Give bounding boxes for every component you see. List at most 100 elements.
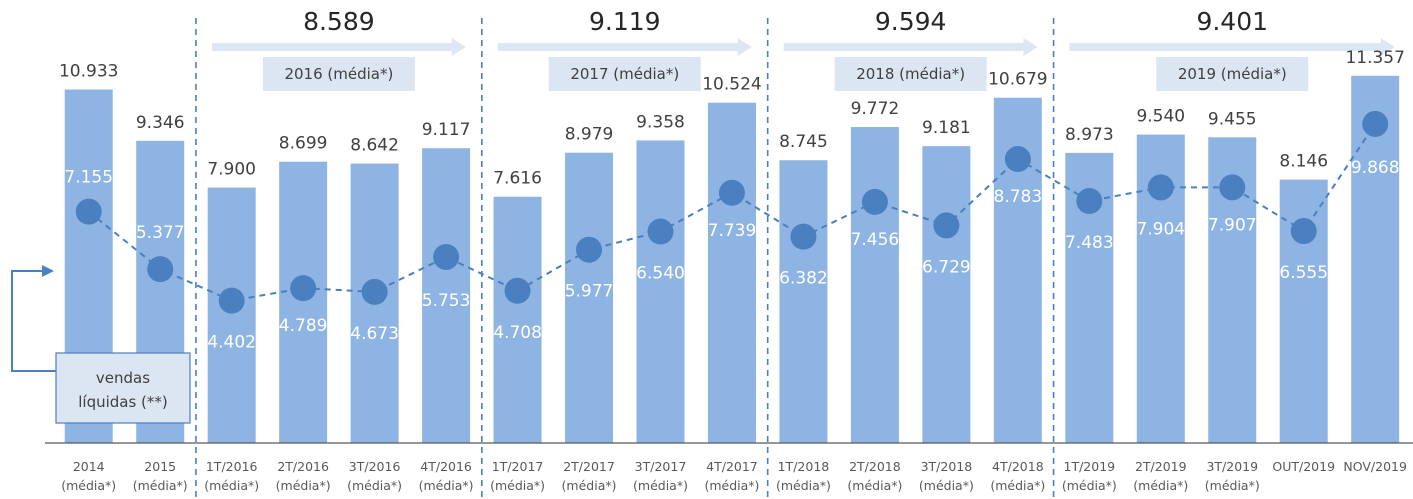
line-value-label: 7.907 [1208,215,1257,235]
line-marker-5 [433,243,460,270]
line-marker-15 [1147,174,1174,201]
line-value-label: 9.868 [1351,158,1400,178]
bar-12 [922,146,971,444]
year-box-3 [1156,57,1309,91]
line-marker-10 [790,223,817,250]
category-label: 2014 [73,459,105,474]
line-marker-12 [933,212,960,239]
line-value-label: 7.483 [1065,233,1114,253]
line-marker-0 [75,198,102,225]
bar-18 [1351,75,1400,443]
line-value-label: 6.382 [779,269,828,289]
category-sublabel: (média*) [704,478,759,493]
category-label: 2T/2018 [849,459,901,474]
bar-value-label: 8.699 [279,134,328,154]
annotation-connector [11,270,56,372]
annotation-arrowhead [42,265,54,277]
year-box-0 [262,57,415,91]
line-marker-17 [1290,218,1317,245]
category-sublabel: (média*) [1205,478,1260,493]
year-arrow-0 [211,38,466,56]
category-label: 2T/2019 [1135,459,1187,474]
bar-value-label: 9.117 [422,120,471,140]
category-sublabel: (média*) [133,478,188,493]
bar-value-label: 11.357 [1345,48,1404,68]
line-value-label: 5.977 [565,282,614,302]
line-value-label: 4.402 [207,333,256,353]
line-value-label: 6.540 [636,264,685,284]
bar-value-label: 8.146 [1279,152,1328,172]
year-arrow-2 [783,38,1038,56]
year-arrow-1 [497,38,752,56]
line-value-label: 7.155 [64,168,113,188]
line-marker-6 [504,277,531,304]
line-marker-8 [647,218,674,245]
category-sublabel: (média*) [204,478,259,493]
year-box-2 [834,57,987,91]
line-marker-16 [1219,174,1246,201]
category-sublabel: (média*) [276,478,331,493]
category-label: 2T/2016 [277,459,329,474]
bar-8 [636,140,685,443]
line-marker-7 [576,236,603,263]
year-arrow-3 [1069,38,1395,56]
bar-3 [279,161,328,443]
bar-value-label: 8.745 [779,132,828,152]
bar-9 [707,102,756,443]
bar-value-label: 10.679 [988,70,1047,90]
line-value-label: 5.753 [422,291,471,311]
category-sublabel: (média*) [347,478,402,493]
category-sublabel: (média*) [419,478,474,493]
bar-value-label: 9.181 [922,118,971,138]
annotation-box [55,352,191,424]
line-marker-2 [218,287,245,314]
category-sublabel: (média*) [562,478,617,493]
bar-value-label: 7.900 [207,160,256,180]
bar-10 [779,160,828,443]
category-sublabel: (média*) [633,478,688,493]
year-average-value: 9.594 [875,7,947,36]
line-value-label: 8.783 [994,187,1043,207]
line-value-label: 4.708 [493,323,542,343]
line-value-label: 7.456 [851,230,900,250]
category-sublabel: (média*) [776,478,831,493]
year-box-label: 2018 (média*) [856,65,965,83]
line-value-label: 6.555 [1279,263,1328,283]
line-marker-14 [1076,188,1103,215]
category-label: 4T/2018 [992,459,1044,474]
category-label: 4T/2017 [706,459,758,474]
bar-value-label: 7.616 [493,169,542,189]
category-label: 1T/2017 [492,459,544,474]
line-value-label: 5.377 [136,223,185,243]
category-sublabel: (média*) [490,478,545,493]
bar-value-label: 8.973 [1065,125,1114,145]
bar-value-label: 9.455 [1208,109,1257,129]
bar-2 [207,187,256,443]
year-average-value: 9.119 [589,7,661,36]
category-label: 3T/2018 [921,459,973,474]
bar-value-label: 9.346 [136,113,185,133]
bar-7 [565,152,614,443]
year-box-label: 2016 (média*) [284,65,393,83]
year-box-label: 2017 (média*) [570,65,679,83]
category-label: 3T/2019 [1206,459,1258,474]
year-box-1 [548,57,701,91]
category-sublabel: (média*) [990,478,1045,493]
line-value-label: 4.673 [350,324,399,344]
line-value-label: 7.739 [708,221,757,241]
bar-value-label: 8.642 [350,136,399,156]
category-label: 3T/2017 [635,459,687,474]
line-marker-9 [718,179,745,206]
category-label: 1T/2019 [1064,459,1116,474]
line-value-label: 6.729 [922,257,971,277]
bar-value-label: 9.358 [636,112,685,132]
line-marker-18 [1362,110,1389,137]
category-label: 4T/2016 [420,459,472,474]
category-label: 3T/2016 [349,459,401,474]
category-sublabel: (média*) [1133,478,1188,493]
category-label: NOV/2019 [1343,459,1407,474]
line-marker-11 [861,188,888,215]
category-label: 1T/2016 [206,459,258,474]
line-marker-13 [1004,146,1031,173]
